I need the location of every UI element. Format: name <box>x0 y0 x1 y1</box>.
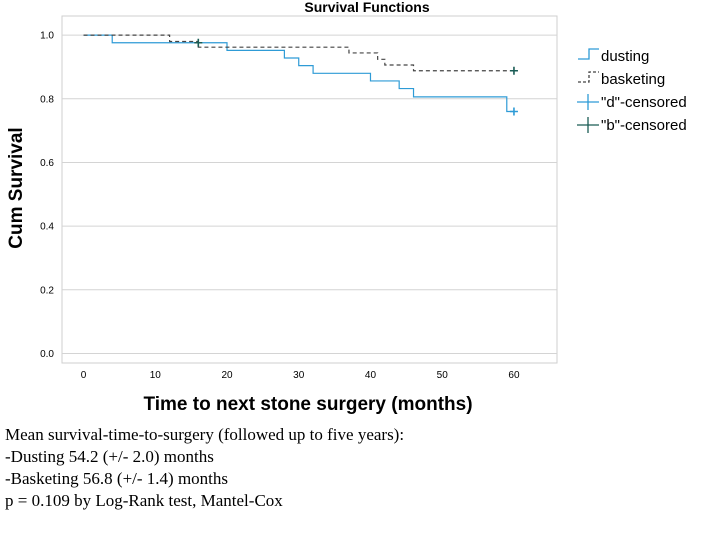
legend-swatch <box>578 48 599 60</box>
y-tick-label: 0.0 <box>40 349 54 360</box>
legend-item: "d"-censored <box>577 94 687 111</box>
x-tick-label: 50 <box>437 370 449 381</box>
x-tick-label: 0 <box>81 370 87 381</box>
legend-swatch <box>578 71 599 83</box>
legend-swatch <box>577 94 599 110</box>
y-tick-label: 1.0 <box>40 31 54 42</box>
legend-item: "b"-censored <box>577 117 687 134</box>
caption-line-2: -Dusting 54.2 (+/- 2.0) months <box>5 447 214 466</box>
y-tick-label: 0.8 <box>40 94 54 105</box>
y-tick-label: 0.4 <box>40 222 54 233</box>
chart-title: Survival Functions <box>304 0 429 15</box>
series-line-basketing <box>83 34 514 72</box>
censor-layer <box>194 38 518 116</box>
legend-item: basketing <box>578 71 665 88</box>
caption-line-3: -Basketing 56.8 (+/- 1.4) months <box>5 469 229 488</box>
legend-label: basketing <box>601 71 665 88</box>
legend-item: dusting <box>578 48 649 65</box>
y-tick-label: 0.2 <box>40 285 54 296</box>
plot-area <box>61 15 558 364</box>
x-tick-label: 10 <box>150 370 162 381</box>
series-line-dusting <box>83 34 514 113</box>
censor-mark-dusting <box>509 107 518 116</box>
y-axis-label: Cum Survival <box>6 127 27 248</box>
legend-swatch <box>577 117 599 133</box>
legend: dusting basketing "d"-censored "b"-censored <box>577 48 687 134</box>
caption-line-1: Mean survival-time-to-surgery (followed … <box>5 425 405 444</box>
x-tick-label: 20 <box>221 370 233 381</box>
survival-chart: Survival Functions 0.0 0.2 0.4 0.6 0.8 1.0 0 1… <box>6 0 687 415</box>
series-layer <box>83 34 514 113</box>
y-axis-ticks: 0.0 0.2 0.4 0.6 0.8 1.0 <box>40 31 54 360</box>
legend-label: dusting <box>601 48 649 65</box>
caption: Mean survival-time-to-surgery (followed … <box>5 424 705 512</box>
legend-label: "d"-censored <box>601 94 687 111</box>
censor-mark-basketing <box>509 66 518 75</box>
x-tick-label: 30 <box>293 370 305 381</box>
x-axis-ticks: 0 10 20 30 40 50 60 <box>81 370 520 381</box>
x-tick-label: 60 <box>508 370 520 381</box>
x-axis-label: Time to next stone surgery (months) <box>143 394 472 415</box>
gridlines <box>62 34 557 354</box>
y-tick-label: 0.6 <box>40 158 54 169</box>
censor-mark-basketing <box>194 38 203 47</box>
x-tick-label: 40 <box>365 370 377 381</box>
caption-line-4: p = 0.109 by Log-Rank test, Mantel-Cox <box>5 491 283 510</box>
legend-label: "b"-censored <box>601 117 687 134</box>
